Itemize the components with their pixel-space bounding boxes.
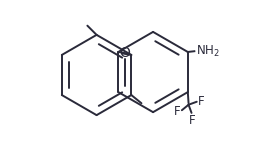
Text: O: O xyxy=(119,46,130,60)
Text: F: F xyxy=(198,94,205,108)
Text: F: F xyxy=(189,114,196,127)
Text: NH$_2$: NH$_2$ xyxy=(196,44,219,59)
Text: F: F xyxy=(174,105,180,118)
